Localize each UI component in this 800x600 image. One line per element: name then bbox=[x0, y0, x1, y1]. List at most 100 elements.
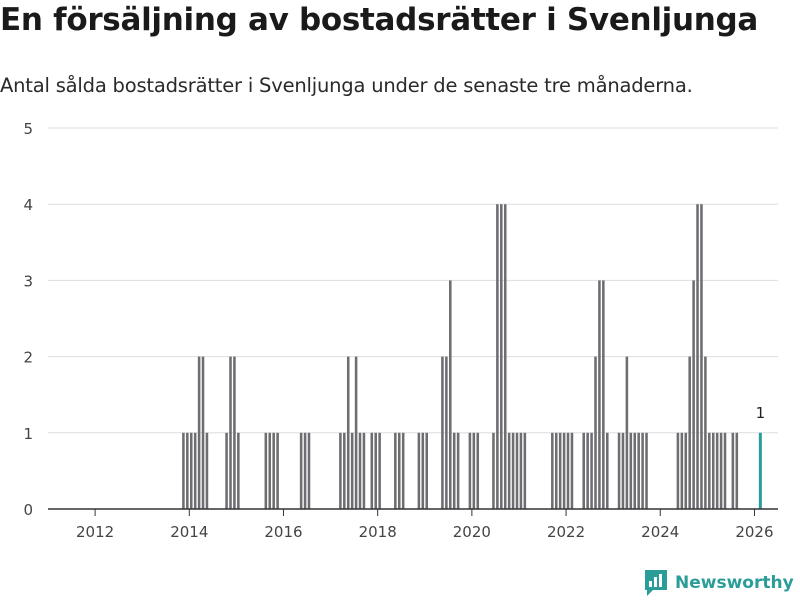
bar bbox=[711, 432, 715, 509]
bar bbox=[445, 356, 448, 509]
bar bbox=[197, 356, 201, 509]
bar bbox=[193, 432, 197, 509]
newsworthy-logo-icon bbox=[645, 570, 667, 596]
gridlines bbox=[48, 127, 778, 434]
chart-subtitle: Antal sålda bostadsrätter i Svenljunga u… bbox=[0, 74, 693, 97]
bar bbox=[205, 432, 209, 509]
bar bbox=[519, 432, 523, 509]
bar bbox=[602, 280, 605, 509]
bar bbox=[566, 432, 570, 509]
bar bbox=[641, 432, 644, 509]
bar bbox=[441, 356, 444, 509]
bar bbox=[503, 204, 507, 509]
bar bbox=[515, 432, 519, 509]
bar bbox=[719, 432, 723, 509]
bar bbox=[684, 432, 688, 509]
bar bbox=[598, 280, 601, 509]
bar bbox=[201, 356, 205, 509]
bar bbox=[629, 432, 633, 509]
bar bbox=[696, 204, 699, 509]
bar bbox=[637, 432, 640, 509]
bar bbox=[680, 432, 684, 509]
bar bbox=[735, 432, 739, 509]
bar bbox=[551, 432, 554, 509]
bar bbox=[370, 432, 374, 509]
bar bbox=[688, 356, 691, 509]
bar bbox=[492, 432, 495, 509]
highlight-value-label: 1 bbox=[756, 404, 766, 422]
bar bbox=[621, 432, 625, 509]
bar bbox=[590, 432, 593, 509]
bar bbox=[401, 432, 405, 509]
bar bbox=[358, 432, 362, 509]
bar bbox=[452, 432, 456, 509]
y-tick-label: 1 bbox=[23, 425, 33, 443]
bar bbox=[449, 280, 452, 509]
bar bbox=[731, 432, 735, 509]
highlight-bar bbox=[758, 432, 762, 509]
bar bbox=[676, 432, 680, 509]
bar bbox=[594, 356, 597, 509]
bar bbox=[692, 280, 695, 509]
bar bbox=[299, 432, 303, 509]
bar bbox=[233, 356, 236, 509]
bar bbox=[558, 432, 562, 509]
x-tick-label: 2014 bbox=[170, 523, 208, 541]
bar bbox=[700, 204, 703, 509]
x-tick-label: 2024 bbox=[641, 523, 679, 541]
bar bbox=[633, 432, 637, 509]
bar bbox=[617, 432, 621, 509]
bar bbox=[425, 432, 429, 509]
bar bbox=[189, 432, 193, 509]
bar bbox=[523, 432, 527, 509]
x-tick-label: 2016 bbox=[264, 523, 302, 541]
x-tick-label: 2018 bbox=[359, 523, 397, 541]
bar bbox=[394, 432, 397, 509]
bar bbox=[507, 432, 511, 509]
bar bbox=[186, 432, 189, 509]
y-tick-label: 0 bbox=[23, 501, 33, 519]
bar bbox=[268, 432, 272, 509]
x-tick-label: 2022 bbox=[547, 523, 585, 541]
bar bbox=[343, 432, 346, 509]
bar bbox=[582, 432, 585, 509]
x-tick-label: 2020 bbox=[453, 523, 491, 541]
bar bbox=[303, 432, 307, 509]
bar bbox=[723, 432, 727, 509]
bar bbox=[276, 432, 279, 509]
bar bbox=[378, 432, 381, 509]
brand-name: Newsworthy bbox=[675, 573, 794, 593]
bar bbox=[476, 432, 480, 509]
x-tick-label: 2012 bbox=[76, 523, 114, 541]
bar-chart: 0 1 2 3 4 5 1 2012 2014 2016 2018 2020 2022 2024 2026 bbox=[23, 120, 778, 541]
bar bbox=[354, 356, 358, 509]
bar bbox=[374, 432, 377, 509]
x-tick-label: 2026 bbox=[735, 523, 773, 541]
bar bbox=[272, 432, 275, 509]
bar bbox=[562, 432, 566, 509]
chart-title: En försäljning av bostadsrätter i Svenlj… bbox=[0, 2, 759, 38]
bar bbox=[456, 432, 460, 509]
bar bbox=[625, 356, 629, 509]
y-tick-label: 5 bbox=[23, 120, 33, 138]
bar bbox=[500, 204, 503, 509]
bar bbox=[496, 204, 499, 509]
bar bbox=[468, 432, 472, 509]
y-tick-label: 3 bbox=[23, 272, 33, 290]
bars bbox=[182, 204, 762, 509]
bar bbox=[645, 432, 648, 509]
bar bbox=[472, 432, 476, 509]
bar bbox=[421, 432, 425, 509]
bar bbox=[225, 432, 228, 509]
bar bbox=[570, 432, 574, 509]
bar bbox=[362, 432, 366, 509]
y-tick-label: 4 bbox=[23, 196, 33, 214]
bar bbox=[307, 432, 311, 509]
bar bbox=[229, 356, 232, 509]
brand-logo[interactable]: Newsworthy bbox=[643, 568, 794, 598]
bar bbox=[511, 432, 515, 509]
bar bbox=[350, 432, 354, 509]
bar bbox=[339, 432, 342, 509]
bar bbox=[182, 432, 185, 509]
y-tick-label: 2 bbox=[23, 349, 33, 367]
